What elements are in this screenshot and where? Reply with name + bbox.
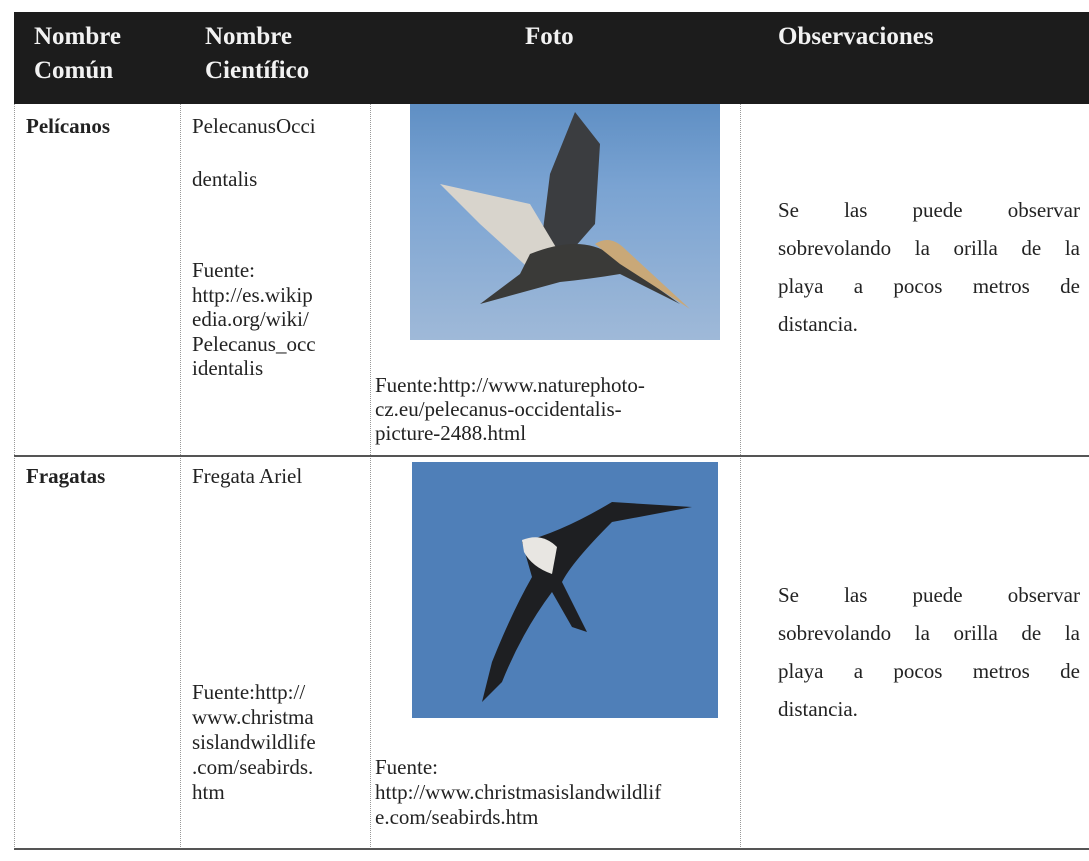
cell-border	[370, 104, 371, 849]
caption-line: Fuente:http://www.naturephoto-	[375, 373, 645, 397]
header-cell: Observaciones	[778, 23, 934, 50]
observation-line: playa a pocos metros de	[778, 659, 1080, 683]
source-line: Pelecanus_occ	[192, 331, 316, 356]
source-line: Fuente:	[192, 258, 255, 282]
header-row	[14, 12, 1089, 104]
cell-border	[14, 104, 15, 849]
scientific-name-line: PelecanusOcci	[192, 114, 316, 138]
common-name: Fragatas	[26, 464, 106, 488]
photo	[410, 104, 720, 340]
source-line: www.christma	[192, 705, 314, 729]
observation-line: Se las puede observar	[778, 583, 1080, 607]
observation-line: distancia.	[778, 697, 858, 721]
caption-line: e.com/seabirds.htm	[375, 805, 539, 829]
header-cell: Nombre Científico	[205, 23, 310, 84]
header-cell: Foto	[525, 23, 574, 50]
common-name: Pelícanos	[26, 114, 110, 138]
observation-line: sobrevolando la orilla de la	[778, 236, 1080, 260]
source-line: edia.org/wiki/	[192, 307, 309, 331]
observation: Se las puede observar sobrevolando la ori…	[778, 198, 1080, 350]
source-line: identalis	[192, 356, 264, 380]
source-line: sislandwildlife	[192, 730, 316, 754]
source-line: .com/seabirds.	[192, 755, 314, 779]
source-line: Fuente:http://	[192, 680, 306, 704]
header-cell: Nombre Común	[34, 23, 122, 84]
row-border	[14, 455, 1089, 457]
observation: Se las puede observar sobrevolando la ori…	[778, 583, 1080, 735]
scientific-name-line: Fregata Ariel	[192, 464, 303, 488]
observation-line: sobrevolando la orilla de la	[778, 621, 1080, 645]
source-line: htm	[192, 780, 225, 804]
cell-border	[740, 104, 741, 849]
caption-line: Fuente:	[375, 755, 438, 779]
row-border	[14, 848, 1089, 850]
scientific-name-line: dentalis	[192, 167, 258, 191]
caption-line: http://www.christmasislandwildlif	[375, 780, 662, 804]
photo	[412, 462, 718, 718]
caption-line: cz.eu/pelecanus-occidentalis-	[375, 397, 622, 421]
observation-line: Se las puede observar	[778, 198, 1080, 222]
caption-line: picture-2488.html	[375, 421, 527, 445]
observation-line: distancia.	[778, 312, 858, 336]
cell-border	[180, 104, 181, 849]
observation-line: playa a pocos metros de	[778, 274, 1080, 298]
source-line: http://es.wikip	[192, 282, 313, 307]
